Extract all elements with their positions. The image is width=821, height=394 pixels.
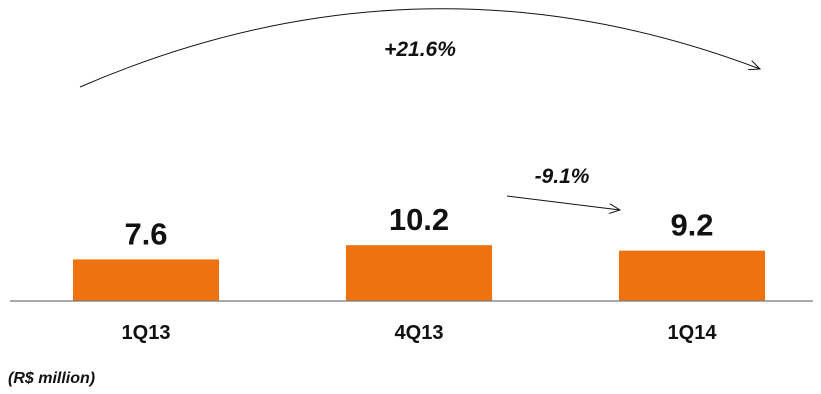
bars xyxy=(73,245,765,301)
bar-1q14 xyxy=(619,250,765,301)
labels: 7.6 1Q13 10.2 4Q13 9.2 1Q14 xyxy=(122,202,718,344)
growth-arrow-1q13-1q14 xyxy=(79,8,760,88)
bar-4q13 xyxy=(346,245,492,301)
bar-1q13 xyxy=(73,259,219,301)
growth-arrow-4q13-1q14 xyxy=(506,195,620,210)
value-label-4q13: 10.2 xyxy=(389,202,449,237)
category-label-1q13: 1Q13 xyxy=(122,322,171,344)
category-label-4q13: 4Q13 xyxy=(395,322,444,344)
growth-label-4q13-1q14: -9.1% xyxy=(535,165,590,188)
growth-label-1q13-1q14: +21.6% xyxy=(384,38,456,61)
value-label-1q14: 9.2 xyxy=(670,208,713,243)
category-label-1q14: 1Q14 xyxy=(668,322,718,344)
value-label-1q13: 7.6 xyxy=(124,216,167,251)
units-note: (R$ million) xyxy=(8,370,96,387)
